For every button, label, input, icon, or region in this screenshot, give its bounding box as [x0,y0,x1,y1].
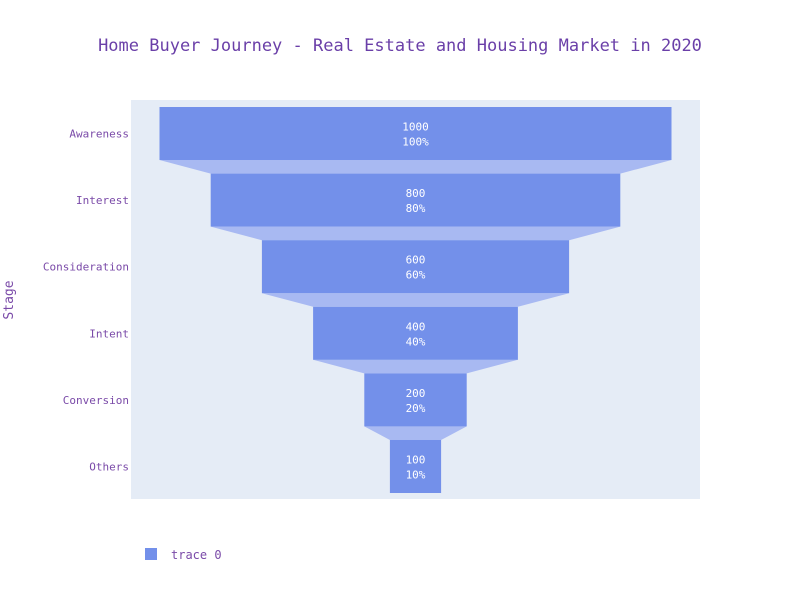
funnel-connector [210,226,621,241]
funnel-bar-interest[interactable] [210,173,621,227]
chart-title: Home Buyer Journey - Real Estate and Hou… [98,36,702,56]
bar-percent-label: 100% [402,136,429,149]
bar-percent-label: 10% [406,469,426,482]
y-tick-label: Interest [76,194,129,207]
legend-label[interactable]: trace 0 [171,548,222,562]
legend-swatch[interactable] [145,548,157,560]
y-tick-label: Consideration [43,261,129,274]
funnel-connector [261,293,570,307]
y-axis-title: Stage [2,280,17,319]
bar-value-label: 800 [406,187,426,200]
bar-value-label: 200 [406,387,426,400]
funnel-bar-labels: 1000 100% 800 80% 600 60% 400 40% 200 20% 100 10% [402,121,429,482]
funnel-bar-consideration[interactable] [261,240,570,294]
bar-percent-label: 80% [406,202,426,215]
bar-value-label: 600 [406,254,426,267]
funnel-connector [159,160,672,174]
y-tick-label: Others [89,461,129,474]
funnel-bar-intent[interactable] [313,306,518,360]
bar-value-label: 400 [406,320,426,333]
y-tick-label: Intent [89,327,129,340]
y-tick-label: Conversion [63,394,129,407]
funnel-bar-others[interactable] [389,440,442,493]
bar-value-label: 1000 [402,121,429,134]
funnel-bars [159,107,672,493]
legend[interactable]: trace 0 [145,548,222,562]
funnel-connector [313,359,518,374]
y-axis-ticks: Awareness Interest Consideration Intent Conv… [43,128,129,474]
bar-percent-label: 40% [406,335,426,348]
bar-percent-label: 60% [406,269,426,282]
funnel-connector [364,426,467,440]
funnel-bar-conversion[interactable] [364,373,467,427]
bar-percent-label: 20% [406,402,426,415]
funnel-bar-awareness[interactable] [159,107,672,160]
y-tick-label: Awareness [69,128,129,141]
funnel-connectors [159,160,672,440]
bar-value-label: 100 [406,454,426,467]
